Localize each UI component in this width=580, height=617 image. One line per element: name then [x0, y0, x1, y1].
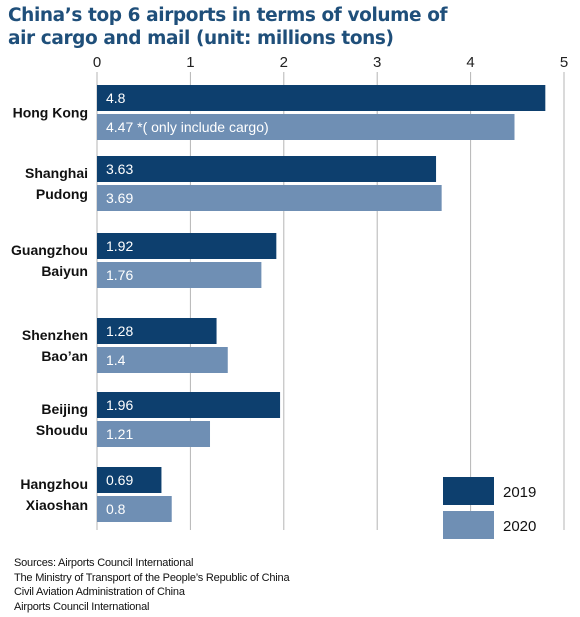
- bar-2019: [97, 318, 217, 344]
- x-tick-label: 0: [93, 54, 101, 71]
- category-label: Baiyun: [41, 263, 88, 279]
- category-label: Shenzhen: [22, 327, 88, 343]
- legend-label: 2020: [503, 518, 536, 535]
- data-label: 1.4: [106, 352, 126, 368]
- category-label: Bao’an: [41, 348, 88, 364]
- chart-title: China’s top 6 airports in terms of volum…: [8, 4, 573, 50]
- bar-2019: [97, 156, 437, 182]
- x-tick-label: 2: [280, 54, 288, 71]
- bar-2020: [97, 421, 211, 447]
- bar-2019: [97, 392, 281, 418]
- x-tick-label: 1: [186, 54, 194, 71]
- bar-2020: [97, 114, 515, 140]
- source-line: The Ministry of Transport of the People’…: [14, 571, 290, 584]
- bar-2020: [97, 262, 262, 288]
- category-label: Xiaoshan: [26, 497, 88, 513]
- title-line-1: China’s top 6 airports in terms of volum…: [8, 5, 448, 26]
- category-label: Hangzhou: [20, 476, 88, 492]
- category-label: Beijing: [41, 401, 88, 417]
- data-label: 0.69: [106, 472, 133, 488]
- legend-swatch-2019: [443, 477, 494, 505]
- legend-swatch-2020: [443, 511, 494, 539]
- data-label: 1.76: [106, 267, 133, 283]
- sources-block: Sources: Airports Council International …: [14, 556, 290, 614]
- source-line: Airports Council International: [14, 600, 150, 613]
- data-label: 3.63: [106, 161, 133, 177]
- data-label: 4.8: [106, 90, 126, 106]
- data-label: 1.28: [106, 323, 133, 339]
- data-label: 3.69: [106, 190, 133, 206]
- bar-2020: [97, 185, 442, 211]
- bar-2019: [97, 467, 162, 493]
- category-label: Hong Kong: [13, 105, 88, 121]
- x-tick-label: 3: [373, 54, 381, 71]
- bar-2020: [97, 496, 172, 522]
- legend-label: 2019: [503, 484, 536, 501]
- category-label: Guangzhou: [11, 242, 88, 258]
- category-label: Shanghai: [25, 165, 88, 181]
- x-tick-label: 5: [560, 54, 568, 71]
- category-label: Shoudu: [36, 422, 88, 438]
- bar-2019: [97, 233, 277, 259]
- bar-2019: [97, 85, 546, 111]
- bar-2020: [97, 347, 228, 373]
- data-label: 1.21: [106, 426, 133, 442]
- data-label: 4.47 *( only include cargo): [106, 119, 269, 135]
- data-label: 1.92: [106, 238, 133, 254]
- title-line-2: air cargo and mail (unit: millions tons): [8, 28, 394, 49]
- data-label: 1.96: [106, 397, 133, 413]
- category-label: Pudong: [36, 186, 88, 202]
- data-label: 0.8: [106, 501, 126, 517]
- x-tick-label: 4: [466, 54, 474, 71]
- source-line: Sources: Airports Council International: [14, 557, 194, 569]
- source-line: Civil Aviation Administration of China: [14, 586, 185, 598]
